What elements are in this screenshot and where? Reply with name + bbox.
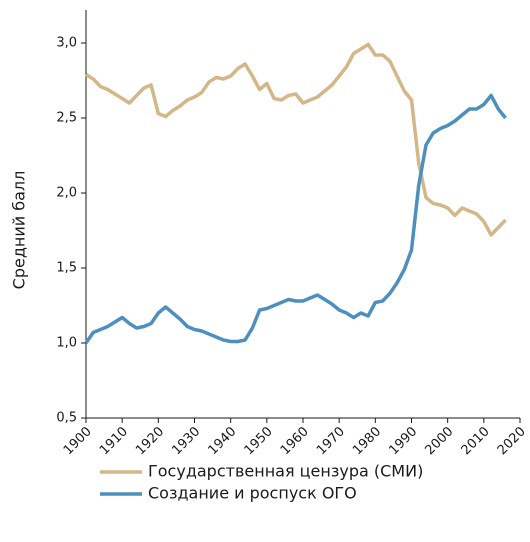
x-tick-label: 1940	[205, 424, 239, 458]
y-tick-label: 0,5	[56, 411, 77, 426]
legend-label: Государственная цензура (СМИ)	[148, 462, 423, 481]
x-tick-label: 2020	[495, 424, 529, 458]
series-line	[84, 93, 507, 344]
y-tick-label: 2,5	[56, 111, 77, 126]
y-tick-label: 1,5	[56, 261, 77, 276]
y-tick-label: 3,0	[56, 36, 77, 51]
x-tick-label: 1980	[350, 424, 384, 458]
x-tick-label: 1930	[169, 424, 203, 458]
y-tick-label: 1,0	[56, 336, 77, 351]
x-tick-label: 1990	[386, 424, 420, 458]
x-tick-label: 2000	[422, 424, 456, 458]
x-tick-label: 1960	[278, 424, 312, 458]
legend-label: Создание и роспуск ОГО	[148, 484, 357, 503]
x-tick-label: 1970	[314, 424, 348, 458]
x-tick-label: 1950	[242, 424, 276, 458]
x-tick-label: 1900	[61, 424, 95, 458]
x-tick-label: 2010	[459, 424, 493, 458]
y-tick-label: 2,0	[56, 186, 77, 201]
x-tick-label: 1920	[133, 424, 167, 458]
series-line	[85, 42, 507, 237]
x-tick-label: 1910	[97, 424, 131, 458]
y-axis-label: Средний балл	[10, 171, 29, 290]
